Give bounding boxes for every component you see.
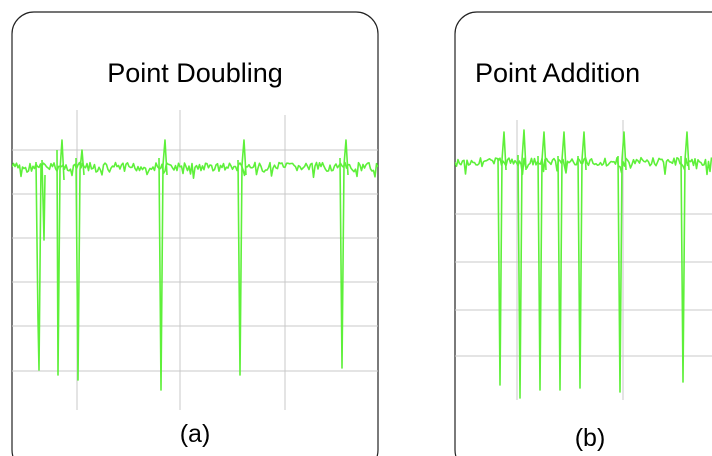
panel-title: Point Addition <box>475 58 640 88</box>
panel-a: Point Doubling (a) <box>12 12 378 456</box>
panel-b: Point Addition (b) <box>455 12 712 456</box>
panel-title: Point Doubling <box>107 58 283 88</box>
figure: Point Doubling (a) Point Addition (b) <box>0 0 712 456</box>
panel-label: (b) <box>575 424 606 452</box>
panel-label: (a) <box>180 420 211 448</box>
